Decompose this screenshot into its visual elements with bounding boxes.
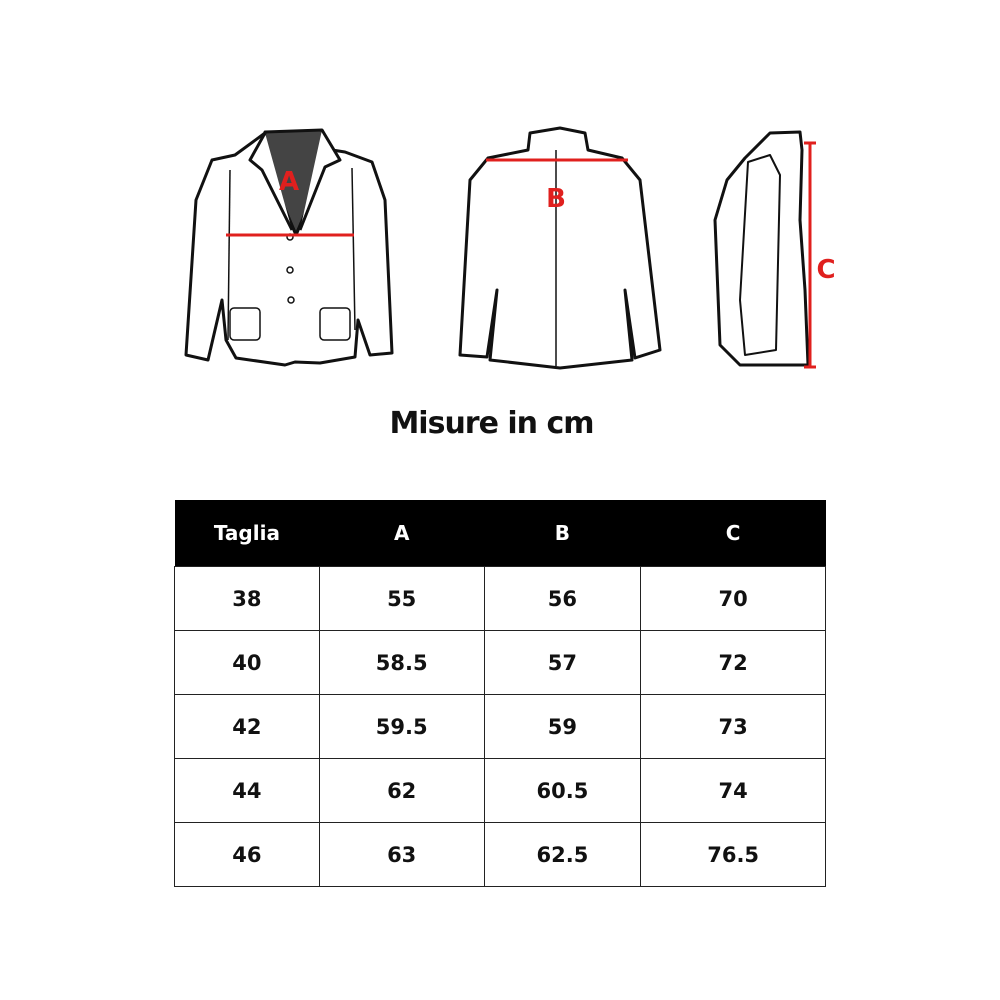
- table-row: 44 62 60.5 74: [174, 758, 826, 823]
- table-cell: 72: [640, 630, 826, 695]
- table-cell: 62: [318, 758, 485, 823]
- table-cell: 46: [174, 822, 320, 887]
- jacket-measurement-illustration: A B C: [184, 126, 836, 370]
- table-cell: 58.5: [318, 630, 485, 695]
- label-b: B: [546, 184, 566, 214]
- table-cell: 55: [318, 566, 485, 631]
- table-cell: 74: [640, 758, 826, 823]
- table-row: 46 63 62.5 76.5: [174, 822, 826, 887]
- table-cell: 73: [640, 694, 826, 759]
- table-row: 38 55 56 70: [174, 566, 826, 631]
- table-cell: 70: [640, 566, 826, 631]
- table-cell: 42: [174, 694, 320, 759]
- header-b: B: [484, 500, 641, 567]
- header-a: A: [319, 500, 485, 567]
- table-header-row: Taglia A B C: [174, 500, 826, 567]
- header-taglia: Taglia: [174, 500, 320, 567]
- table-cell: 76.5: [640, 822, 826, 887]
- page-title: Misure in cm: [389, 406, 594, 441]
- table-cell: 62.5: [483, 822, 642, 887]
- table-row: 40 58.5 57 72: [174, 630, 826, 695]
- jacket-front-view: A: [184, 128, 394, 367]
- table-cell: 59: [483, 694, 642, 759]
- table-cell: 40: [174, 630, 320, 695]
- header-c: C: [640, 500, 826, 567]
- table-row: 42 59.5 59 73: [174, 694, 826, 759]
- table-cell: 59.5: [318, 694, 485, 759]
- size-table: Taglia A B C 38 55 56 70 40 58.5 57 72 42 59.5 59 7…: [174, 500, 826, 887]
- table-cell: 38: [174, 566, 320, 631]
- table-cell: 63: [318, 822, 485, 887]
- table-cell: 56: [483, 566, 642, 631]
- table-cell: 60.5: [483, 758, 642, 823]
- table-cell: 57: [483, 630, 642, 695]
- jacket-back-view: B: [458, 126, 662, 370]
- label-a: A: [279, 167, 299, 197]
- table-cell: 44: [174, 758, 320, 823]
- jacket-side-view: C: [713, 130, 836, 369]
- label-c: C: [816, 255, 835, 285]
